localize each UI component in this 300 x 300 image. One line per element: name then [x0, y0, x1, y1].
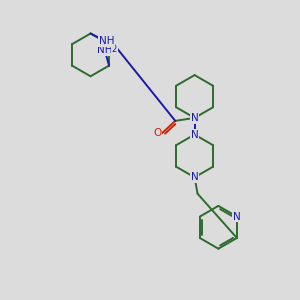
Text: N: N — [233, 212, 241, 222]
Text: N: N — [191, 172, 199, 182]
Text: 2: 2 — [112, 45, 117, 54]
Text: O: O — [153, 128, 162, 138]
Text: NH: NH — [99, 36, 115, 46]
Text: N: N — [191, 130, 199, 140]
Text: N: N — [191, 113, 199, 123]
Text: NH: NH — [97, 45, 112, 55]
